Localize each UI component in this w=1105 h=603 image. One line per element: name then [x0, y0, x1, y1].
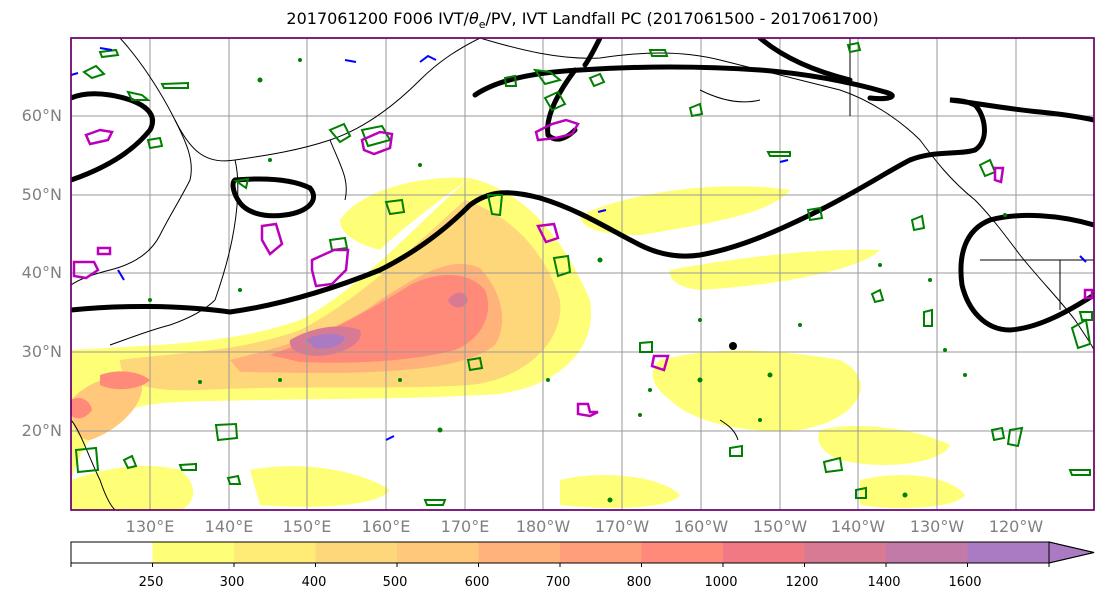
lon-label-170w: 170°W — [594, 517, 650, 536]
lat-label-50: 50°N — [21, 185, 62, 204]
colorbar-segment — [641, 542, 724, 563]
colorbar-tick-1600: 1600 — [948, 575, 982, 590]
figure-title: 2017061200 F006 IVT/θe/PV, IVT Landfall … — [286, 9, 879, 32]
coastlines — [71, 38, 1094, 510]
colorbar-segment — [315, 542, 398, 563]
colorbar-tick-600: 600 — [464, 575, 490, 590]
lat-label-60: 60°N — [21, 106, 62, 125]
colorbar-tick-250: 250 — [138, 575, 164, 590]
colorbar — [70, 541, 1095, 567]
lon-label-160e: 160°E — [361, 517, 411, 536]
colorbar-segment — [478, 542, 561, 563]
colorbar-segment — [723, 542, 805, 563]
colorbar-segment — [152, 542, 235, 563]
colorbar-segment — [234, 542, 316, 563]
lat-label-40: 40°N — [21, 263, 62, 282]
lon-label-160w: 160°W — [673, 517, 729, 536]
lon-label-180w: 180°W — [515, 517, 571, 536]
colorbar-segment — [967, 542, 1050, 563]
lon-label-130e: 130°E — [125, 517, 175, 536]
lon-label-150w: 150°W — [752, 517, 808, 536]
theta-e-contours — [71, 38, 1094, 333]
colorbar-segment — [886, 542, 968, 563]
lon-label-140e: 140°E — [204, 517, 254, 536]
lon-label-130w: 130°W — [909, 517, 965, 536]
colorbar-tick-1200: 1200 — [785, 575, 819, 590]
lon-label-120w: 120°W — [988, 517, 1044, 536]
gridlines — [71, 38, 1094, 510]
lon-label-170e: 170°E — [440, 517, 490, 536]
colorbar-segment — [804, 542, 887, 563]
colorbar-tick-500: 500 — [382, 575, 408, 590]
colorbar-segment — [397, 542, 479, 563]
colorbar-segment — [560, 542, 642, 563]
colorbar-tick-300: 300 — [219, 575, 245, 590]
landfall-contours — [72, 118, 1094, 418]
lon-label-140w: 140°W — [830, 517, 886, 536]
colorbar-tick-800: 800 — [626, 575, 652, 590]
colorbar-tick-1000: 1000 — [704, 575, 738, 590]
map-panel — [71, 38, 1094, 510]
colorbar-frame — [70, 541, 1095, 564]
colorbar-tick-400: 400 — [301, 575, 327, 590]
lat-label-30: 30°N — [21, 342, 62, 361]
colorbar-segment — [71, 542, 153, 563]
lon-label-150e: 150°E — [282, 517, 332, 536]
theta-e-point-marker — [729, 342, 737, 350]
colorbar-tick-1400: 1400 — [867, 575, 901, 590]
pv-contours-blue — [71, 47, 1087, 441]
ivt-shading — [71, 177, 965, 510]
colorbar-tick-700: 700 — [545, 575, 571, 590]
lat-label-20: 20°N — [21, 421, 62, 440]
colorbar-extend-arrow — [1048, 541, 1095, 564]
pv-dots-green — [148, 58, 1007, 503]
pv-contours-green — [74, 41, 1093, 506]
